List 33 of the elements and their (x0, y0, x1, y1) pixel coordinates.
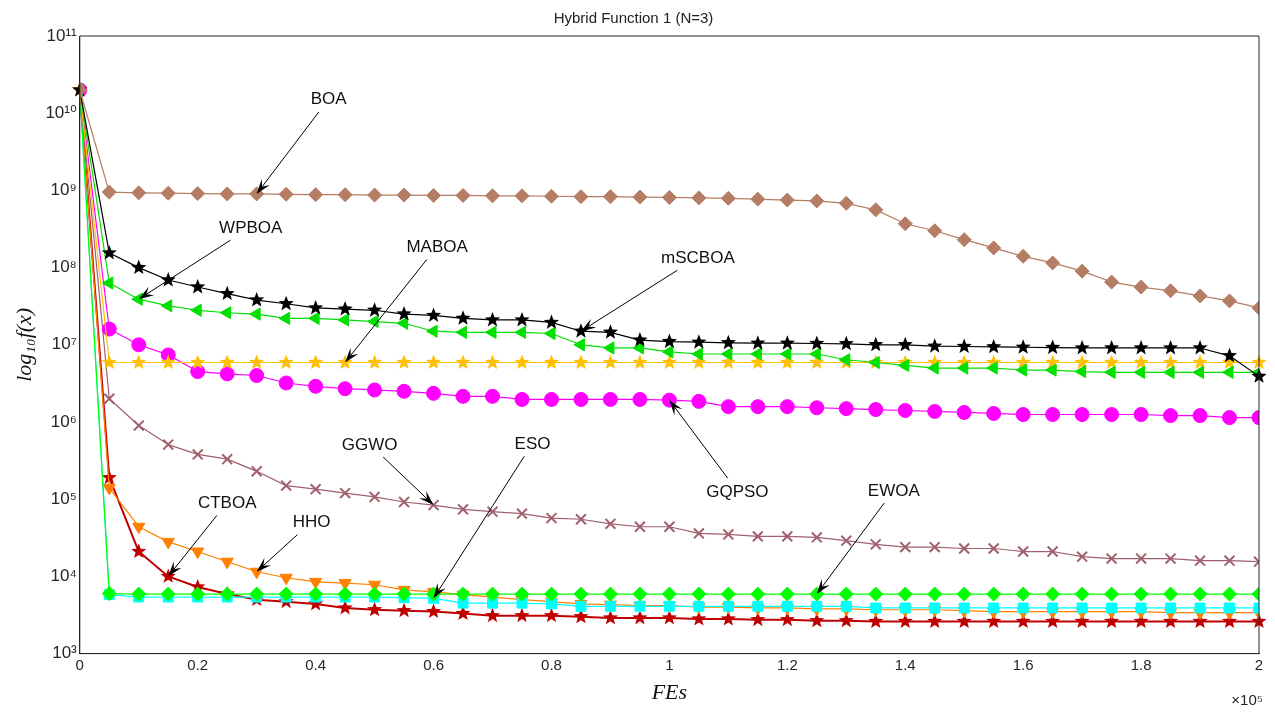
x-axis-title: FEs (650, 678, 688, 704)
text: HHO (292, 512, 331, 532)
x-tick-label: 1.4 (894, 655, 916, 673)
y-tick-label: 10⁹ (50, 180, 77, 200)
text: GGWO (341, 434, 398, 454)
y-tick-label: 10⁷ (51, 334, 77, 354)
y-tick-label: 10¹⁰ (45, 102, 77, 122)
x-tick-label: 0.8 (541, 655, 562, 673)
y-tick-label: 10⁶ (50, 411, 77, 431)
text: MABOA (406, 236, 469, 256)
x-tick-label: 1.2 (776, 655, 798, 673)
x-tick-label: 1.8 (1130, 655, 1152, 673)
text: ESO (514, 433, 551, 453)
text: ×10⁵ (1231, 691, 1263, 709)
y-tick-label: 10⁴ (50, 566, 77, 586)
y-tick-label: 10⁸ (50, 257, 77, 277)
x-tick-label: 0.2 (187, 655, 209, 673)
text: CTBOA (197, 492, 258, 512)
chart-title: Hybrid Function 1 (N=3) (553, 9, 714, 27)
text: WPBOA (219, 217, 284, 237)
x-tick-label: 1 (665, 655, 674, 673)
y-tick-label: 10¹¹ (46, 25, 78, 45)
x-tick-label: 0.6 (423, 655, 444, 673)
text: EWOA (867, 480, 921, 500)
text: GQPSO (706, 481, 769, 501)
x-tick-label: 0.4 (305, 655, 327, 673)
x-tick-label: 0 (75, 655, 84, 673)
text: BOA (310, 89, 348, 109)
text: mSCBOA (661, 247, 736, 267)
x-tick-label: 2 (1254, 655, 1264, 673)
x-tick-label: 1.6 (1012, 655, 1034, 673)
y-tick-label: 10⁵ (50, 488, 77, 508)
y-axis-title: log₁₀f(x) (10, 307, 36, 382)
